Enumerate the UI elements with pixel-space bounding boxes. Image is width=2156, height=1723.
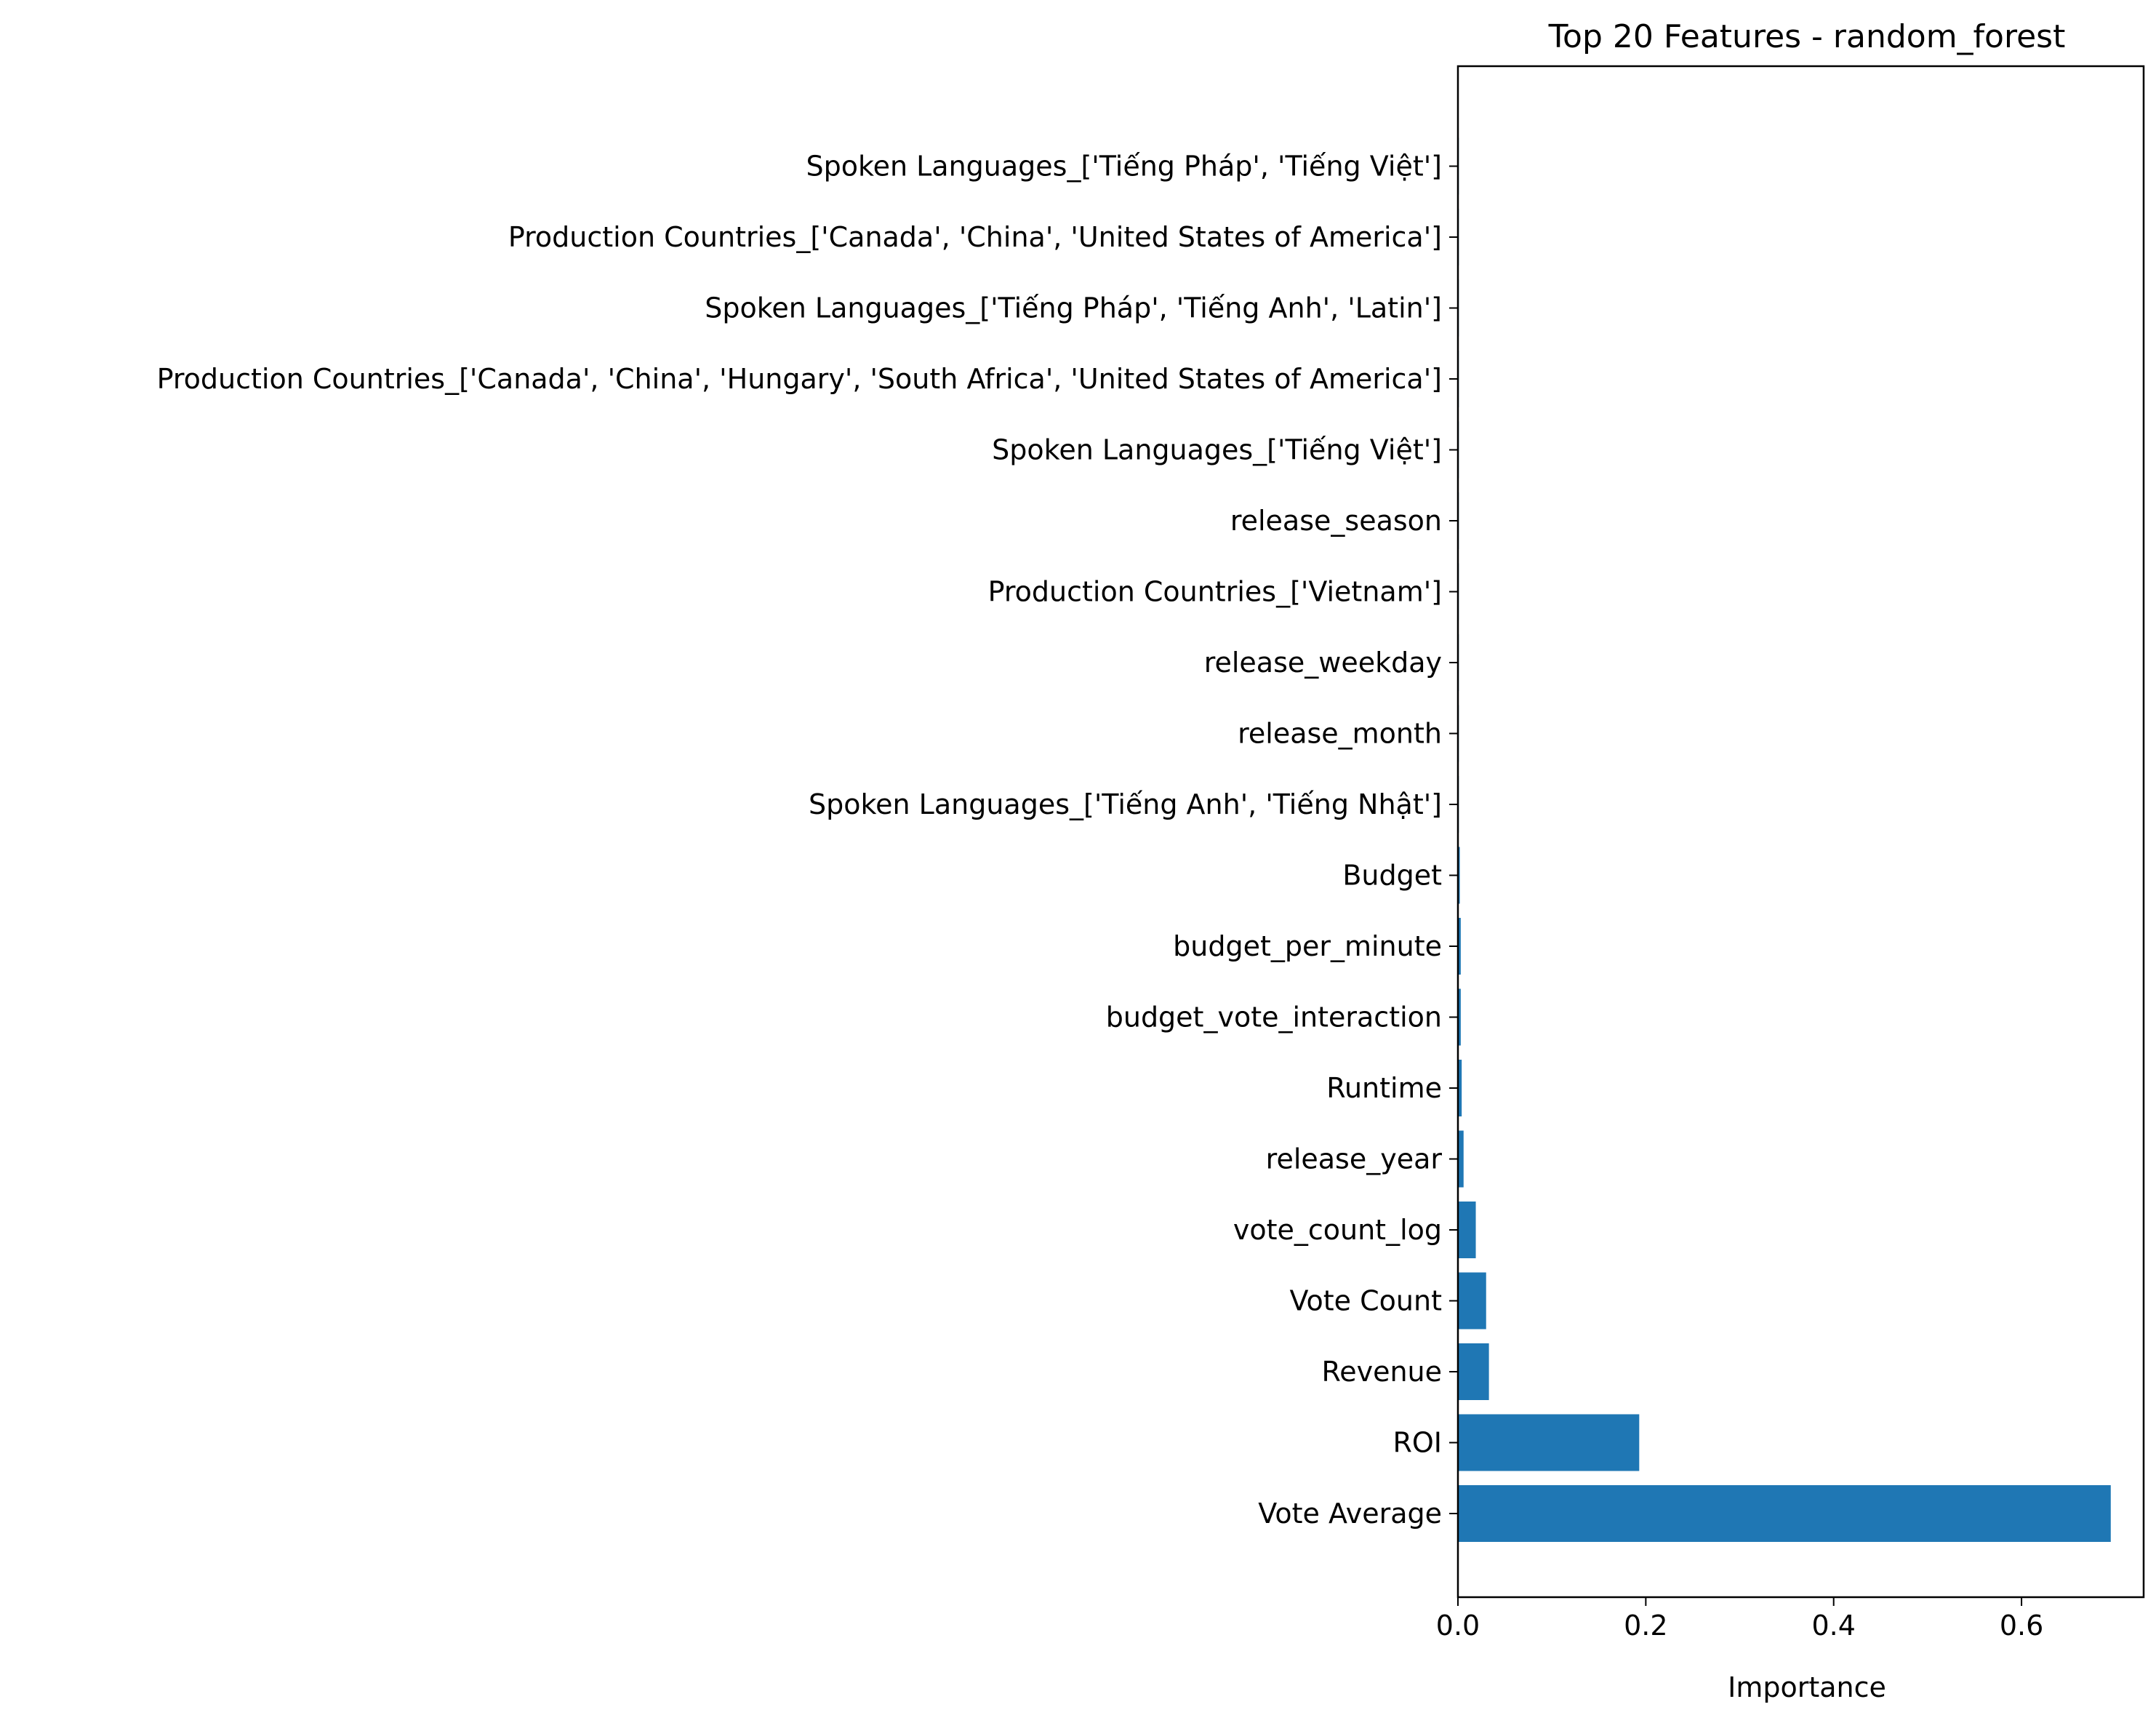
bar-4 bbox=[1458, 1202, 1476, 1258]
bar-8 bbox=[1458, 918, 1461, 975]
y-tick-label: release_year bbox=[1266, 1143, 1443, 1175]
y-tick-label: Budget bbox=[1342, 860, 1442, 892]
bar-2 bbox=[1458, 1343, 1489, 1400]
bar-3 bbox=[1458, 1272, 1486, 1330]
bar-0 bbox=[1458, 1485, 2111, 1542]
y-tick-label: release_month bbox=[1238, 718, 1442, 750]
x-tick-label: 0.4 bbox=[1811, 1610, 1855, 1642]
y-tick-label: Revenue bbox=[1322, 1356, 1443, 1388]
bar-6 bbox=[1458, 1060, 1462, 1116]
bar-7 bbox=[1458, 988, 1461, 1046]
bar-9 bbox=[1458, 847, 1460, 904]
y-tick-label: Vote Average bbox=[1258, 1498, 1442, 1530]
x-tick-label: 0.0 bbox=[1436, 1610, 1480, 1642]
plot-frame bbox=[1456, 65, 2145, 1599]
y-tick-label: Production Countries_['Canada', 'China',… bbox=[157, 363, 1442, 395]
bar-5 bbox=[1458, 1130, 1464, 1188]
y-tick-label: Runtime bbox=[1326, 1072, 1442, 1104]
y-tick-label: budget_per_minute bbox=[1173, 930, 1442, 962]
y-tick-label: budget_vote_interaction bbox=[1106, 1002, 1442, 1034]
x-axis: 0.0 0.2 0.4 0.6 bbox=[1436, 1597, 2043, 1642]
chart-title: Top 20 Features - random_forest bbox=[1548, 18, 2066, 55]
y-tick-label: Production Countries_['Vietnam'] bbox=[988, 576, 1442, 608]
y-axis: Vote Average ROI Revenue Vote Count vote_cou… bbox=[157, 151, 1458, 1530]
y-tick-label: release_season bbox=[1230, 505, 1442, 537]
y-tick-label: ROI bbox=[1392, 1427, 1442, 1459]
y-tick-label: Spoken Languages_['Tiếng Pháp', 'Tiếng A… bbox=[705, 292, 1442, 324]
y-tick-label: Spoken Languages_['Tiếng Việt'] bbox=[992, 434, 1442, 466]
y-tick-label: vote_count_log bbox=[1233, 1214, 1442, 1246]
x-tick-label: 0.6 bbox=[2000, 1610, 2043, 1642]
y-tick-label: Spoken Languages_['Tiếng Pháp', 'Tiếng V… bbox=[806, 151, 1442, 183]
x-axis-label: Importance bbox=[1728, 1671, 1886, 1703]
y-tick-label: release_weekday bbox=[1204, 647, 1442, 679]
bars-layer bbox=[1458, 137, 2111, 1542]
bar-1 bbox=[1458, 1414, 1640, 1471]
x-tick-label: 0.2 bbox=[1624, 1610, 1667, 1642]
y-tick-label: Production Countries_['Canada', 'China',… bbox=[508, 221, 1442, 253]
y-tick-label: Spoken Languages_['Tiếng Anh', 'Tiếng Nh… bbox=[809, 788, 1442, 820]
y-tick-label: Vote Count bbox=[1289, 1285, 1442, 1317]
